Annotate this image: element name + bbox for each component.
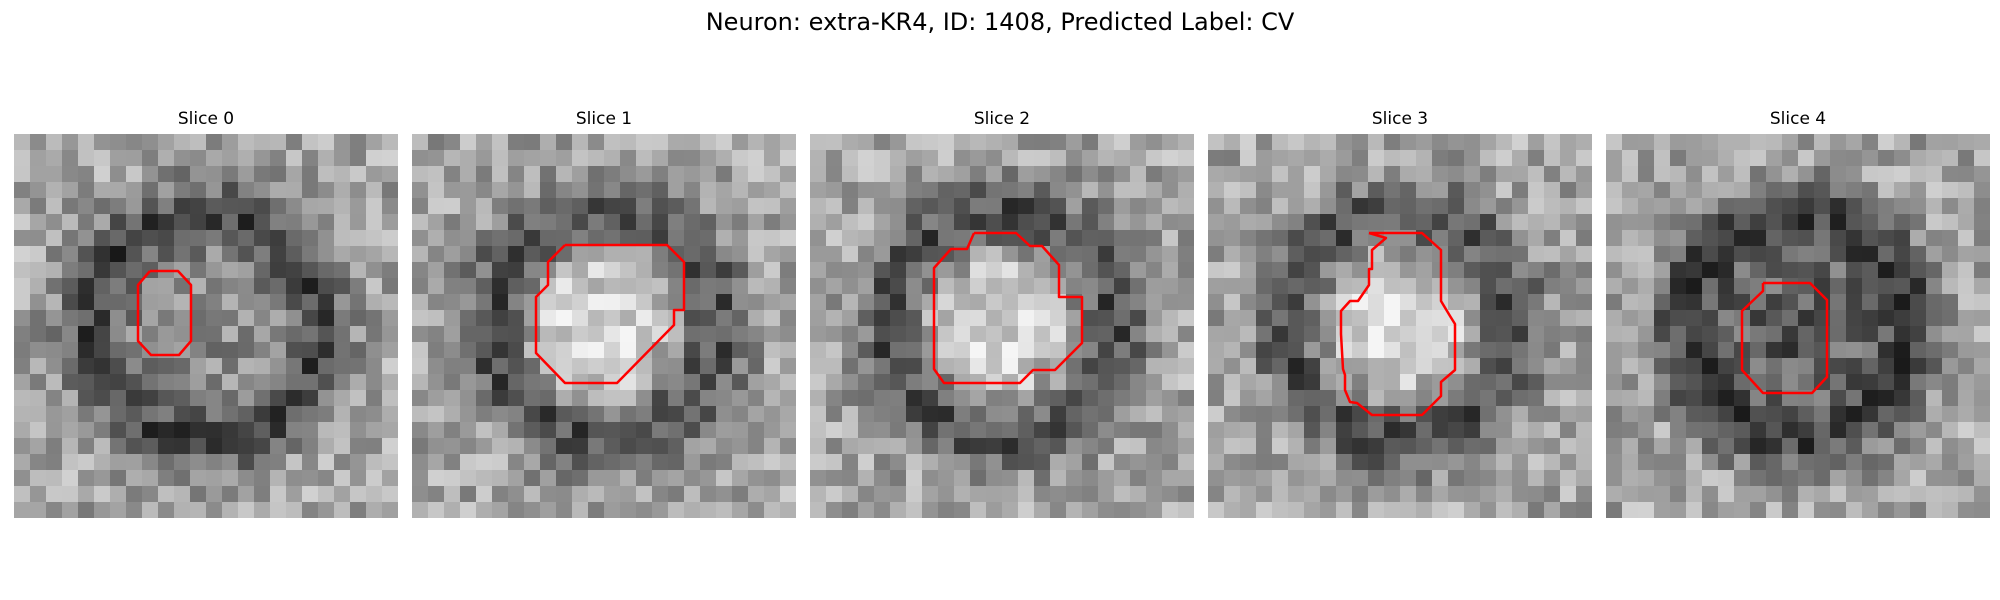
- roi-contour-overlay: [534, 243, 686, 385]
- roi-contour-overlay: [1740, 281, 1829, 395]
- slice-panel-4: Slice 4: [1606, 108, 1990, 518]
- roi-contour: [136, 269, 193, 357]
- roi-contour: [932, 231, 1084, 385]
- grayscale-image: [1606, 134, 1990, 518]
- slice-panel-3: Slice 3: [1208, 108, 1592, 518]
- grayscale-image: [14, 134, 398, 518]
- grayscale-image: [810, 134, 1194, 518]
- figure-title: Neuron: extra-KR4, ID: 1408, Predicted L…: [705, 8, 1295, 36]
- slice-image: [1606, 134, 1990, 518]
- roi-contour: [1740, 281, 1829, 395]
- slice-title: Slice 1: [575, 109, 633, 129]
- grayscale-image: [412, 134, 796, 518]
- roi-contour-overlay: [932, 231, 1084, 385]
- slice-image: [14, 134, 398, 518]
- slice-panel-0: Slice 0: [14, 108, 398, 518]
- slice-title: Slice 3: [1371, 109, 1429, 129]
- slice-title: Slice 4: [1769, 109, 1827, 129]
- slice-image: [412, 134, 796, 518]
- slice-image: [1208, 134, 1592, 518]
- roi-contour-overlay: [136, 269, 193, 357]
- slice-image: [810, 134, 1194, 518]
- slice-panel-1: Slice 1: [412, 108, 796, 518]
- roi-contour: [1339, 231, 1457, 417]
- roi-contour-overlay: [1339, 231, 1457, 417]
- slice-title: Slice 2: [973, 109, 1031, 129]
- slice-panel-2: Slice 2: [810, 108, 1194, 518]
- slice-title: Slice 0: [177, 109, 235, 129]
- grayscale-image: [1208, 134, 1592, 518]
- roi-contour: [534, 243, 686, 385]
